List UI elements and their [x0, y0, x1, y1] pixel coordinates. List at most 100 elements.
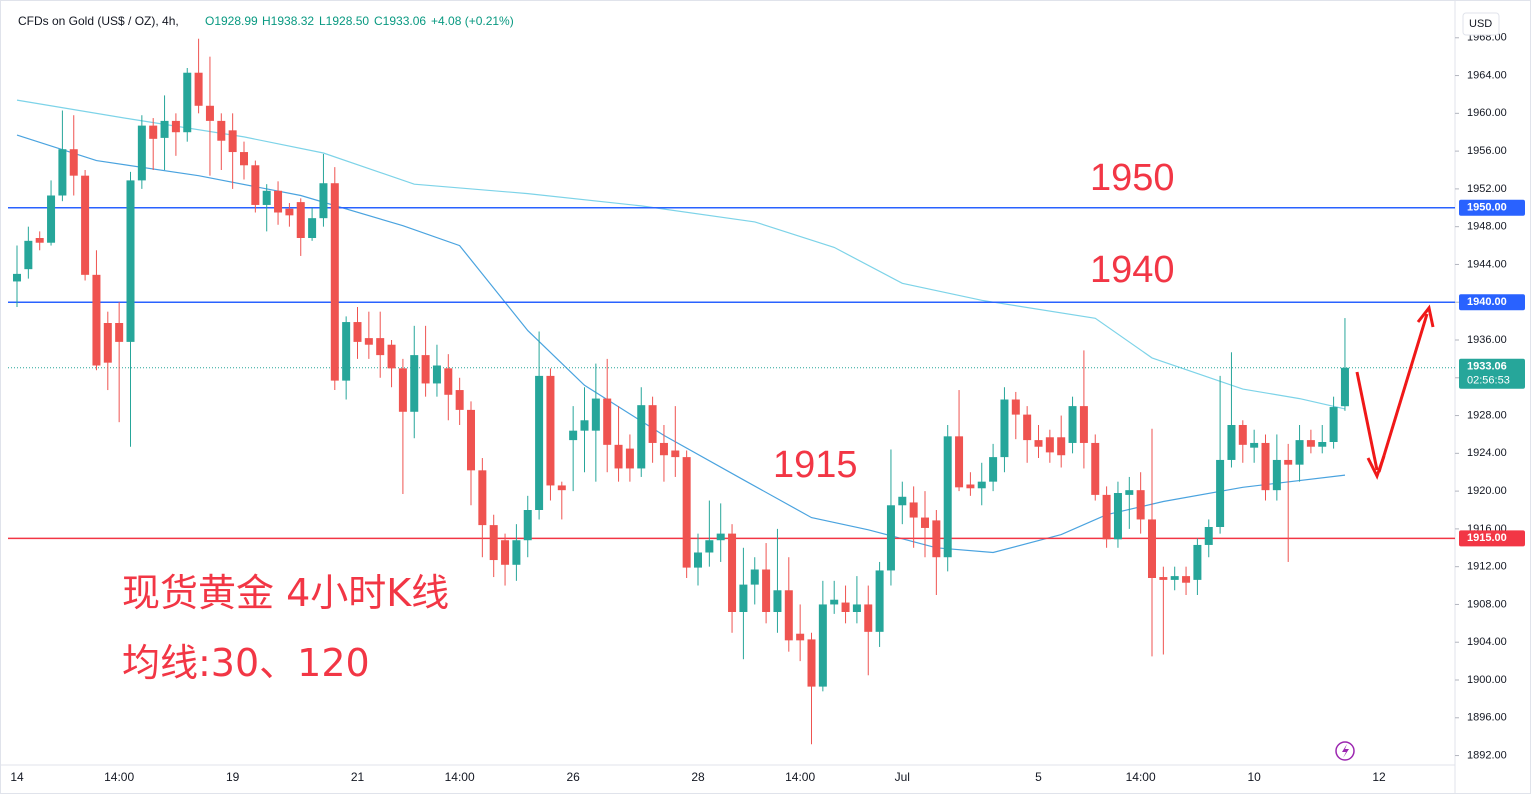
candle-body — [126, 180, 135, 342]
candle-body — [1034, 440, 1043, 447]
x-tick-label: 14:00 — [445, 770, 475, 784]
candle-body — [648, 405, 657, 443]
x-tick-label: 14:00 — [104, 770, 134, 784]
last-price-label: 1933.06 — [1467, 361, 1507, 373]
candle-body — [1261, 442, 1270, 491]
candle-body — [308, 218, 317, 238]
candle-body — [898, 496, 907, 506]
candle-body — [432, 365, 441, 384]
y-tick-label: 1900.00 — [1467, 674, 1507, 686]
candle-body — [1011, 399, 1020, 415]
alert-bolt[interactable] — [1342, 744, 1349, 758]
candle-body — [739, 584, 748, 612]
x-tick-label: 12 — [1372, 770, 1386, 784]
y-tick-label: 1952.00 — [1467, 183, 1507, 195]
candle-body — [762, 569, 771, 612]
annotation: 均线:30、120 — [122, 641, 370, 685]
candle-body — [773, 590, 782, 612]
x-tick-label: 14:00 — [785, 770, 815, 784]
candle-body — [24, 240, 33, 270]
candle-body — [716, 533, 725, 541]
candle-body — [875, 570, 884, 632]
candle-body — [205, 105, 214, 121]
candle-body — [296, 202, 305, 238]
candle-body — [137, 125, 146, 181]
candle-body — [183, 72, 192, 133]
level-tag — [1459, 530, 1525, 547]
candle-body — [591, 398, 600, 431]
candle-body — [1318, 442, 1327, 447]
candle-body — [115, 323, 124, 342]
candle-body — [535, 375, 544, 510]
candle-body — [1272, 459, 1281, 491]
candle-body — [13, 273, 21, 282]
candle-body — [1102, 494, 1111, 540]
candle-body — [1091, 442, 1100, 495]
candle-body — [1068, 406, 1077, 443]
candle-body — [353, 322, 362, 342]
candle-body — [523, 510, 532, 541]
candle-body — [659, 442, 668, 456]
candle-body — [977, 481, 986, 489]
alert-icon[interactable] — [1335, 741, 1355, 761]
arrow-up — [1377, 313, 1429, 473]
candle-body — [1136, 490, 1145, 520]
candle-body — [364, 338, 373, 345]
candle-body — [92, 274, 101, 366]
candle-body — [501, 540, 510, 565]
ohlc-change: +4.08 (+0.21%) — [431, 14, 514, 28]
y-tick-label: 1920.00 — [1467, 485, 1507, 497]
currency-box[interactable] — [1462, 12, 1500, 36]
candle-body — [1216, 459, 1225, 527]
axis-layer: 1892.00 1896.00 1900.00 1904.00 1908.00 1912.… — [10, 32, 1525, 784]
currency[interactable]: USD — [1469, 18, 1492, 30]
candle-body — [705, 540, 714, 553]
candle-body — [1125, 490, 1134, 495]
candle-body — [1204, 527, 1213, 545]
x-tick-label: 21 — [351, 770, 365, 784]
candle-body — [625, 448, 634, 469]
candle-body — [489, 525, 498, 561]
candle-body — [149, 125, 158, 139]
candle-body — [421, 355, 430, 384]
countdown: 02:56:53 — [1467, 375, 1510, 387]
candle-body — [694, 552, 702, 568]
ohlc-high: H1938.32 — [262, 14, 314, 28]
y-tick-label: 1896.00 — [1467, 712, 1507, 724]
y-tick-label: 1924.00 — [1467, 447, 1507, 459]
candle-body — [194, 72, 203, 106]
moving-average — [16, 99, 1346, 410]
candle-body — [1284, 459, 1293, 465]
x-tick-label: 14:00 — [1126, 770, 1156, 784]
candle-body — [1238, 425, 1247, 445]
candle-body — [262, 190, 271, 205]
annotation: 1940 — [1090, 249, 1175, 291]
y-tick-label: 1960.00 — [1467, 107, 1507, 119]
y-tick-label: 1912.00 — [1467, 561, 1507, 573]
candle-body — [1057, 437, 1066, 456]
candle-body — [319, 183, 328, 219]
ohlc-open: O1928.99 — [205, 14, 258, 28]
candle-body — [1159, 577, 1168, 580]
candle-body — [1000, 399, 1009, 458]
candle-body — [852, 604, 861, 612]
y-tick-label: 1948.00 — [1467, 221, 1507, 233]
candle-body — [1148, 519, 1156, 578]
candle-body — [217, 120, 226, 141]
y-tick-label: 1956.00 — [1467, 145, 1507, 157]
level-tag-label: 1950.00 — [1467, 202, 1507, 214]
candle-body — [909, 502, 918, 518]
candle-body — [989, 457, 998, 482]
candle-body — [410, 355, 419, 412]
candle-body — [1182, 576, 1191, 583]
candle-body — [750, 569, 759, 585]
x-tick-label: 26 — [566, 770, 580, 784]
candle-body — [637, 405, 646, 469]
candle-body — [1250, 442, 1259, 448]
level-tag-label: 1915.00 — [1467, 532, 1507, 544]
candle-body — [1079, 406, 1088, 443]
x-tick-label: 14 — [10, 770, 24, 784]
candle-body — [557, 485, 566, 491]
candle-body — [103, 323, 112, 363]
candle-body — [160, 120, 169, 138]
